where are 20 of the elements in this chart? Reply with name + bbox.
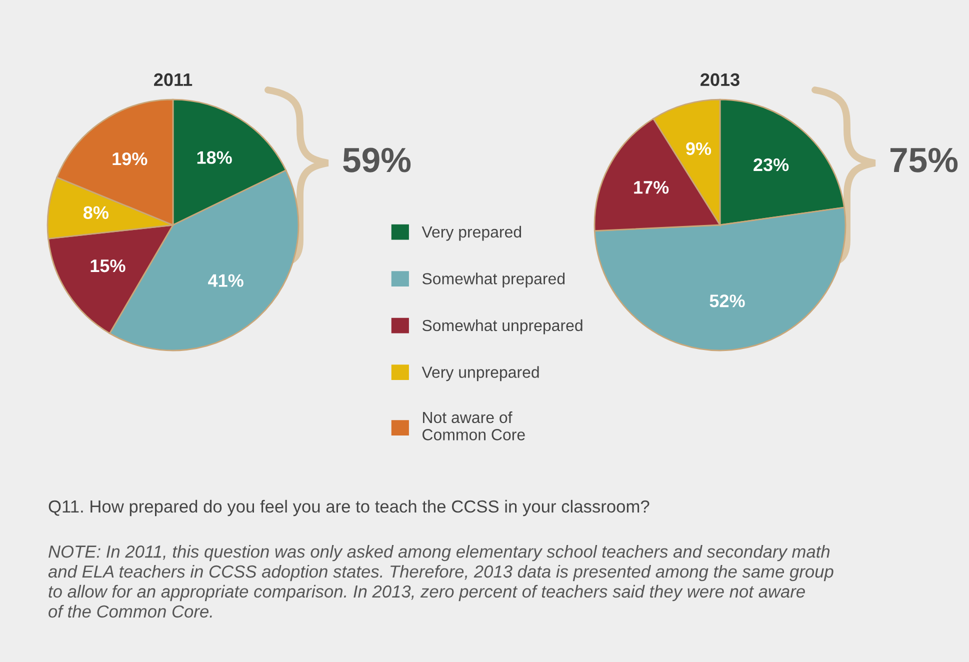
chart-title: 2011 <box>154 73 192 86</box>
data-label: 52% <box>710 294 745 308</box>
data-label: 15% <box>90 259 126 272</box>
data-label: 23% <box>754 158 789 172</box>
text: NOTE: In 2011, this question was only asked among elementary school teachers and secondary math and ELA teachers in CCSS adoption states. Therefore, 2013 data is presented among the same group to allow for an appropriate comparison. In 2013, zero percent of teachers said they were not aware of the Common Core. <box>48 545 834 618</box>
data-label: 19% <box>112 152 148 166</box>
legend-label: Not aware of Common Core <box>422 411 525 440</box>
legend-label: Somewhat unprepared <box>422 319 582 334</box>
data-label: 41% <box>208 274 244 287</box>
data-label: 17% <box>634 181 669 194</box>
text: 59% <box>343 148 411 172</box>
text: 75% <box>890 148 958 172</box>
text: Q11. How prepared do you feel you are to teach the CCSS in your classroom? <box>48 500 650 516</box>
legend-label: Very unprepared <box>422 366 539 382</box>
legend-label: Somewhat prepared <box>422 272 565 288</box>
data-label: 9% <box>686 142 712 156</box>
legend-label: Very prepared <box>422 226 522 241</box>
data-label: 8% <box>83 206 109 219</box>
chart-title: 2013 <box>700 73 740 86</box>
data-label: 18% <box>197 151 232 164</box>
